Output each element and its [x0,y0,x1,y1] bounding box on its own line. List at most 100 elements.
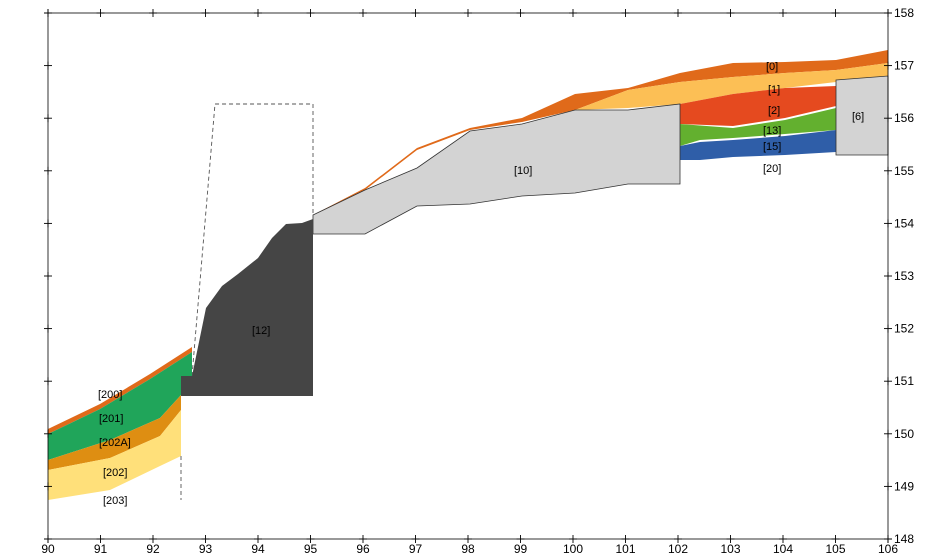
x-tick-label: 97 [409,542,423,556]
layer-12-fill [181,219,313,396]
tick-cross [884,377,892,386]
tick-cross [621,9,630,17]
layer-label-15: [15] [763,141,781,153]
tick-cross [359,535,367,543]
y-tick-label: 151 [894,374,914,388]
tick-cross [44,61,52,70]
x-tick-label: 90 [41,542,55,556]
layer-label-1: [1] [768,84,780,96]
tick-cross [884,166,892,175]
layer-label-200: [200] [98,389,122,401]
x-tick-label: 95 [304,542,318,556]
tick-cross [44,272,52,280]
x-tick-label: 94 [251,542,265,556]
x-tick-label: 104 [773,542,793,556]
y-axis: 148 149 150 151 152 153 154 155 156 157 158 [894,6,914,546]
tick-cross [884,9,892,17]
tick-cross [44,324,52,333]
x-tick-label: 103 [720,542,740,556]
x-tick-label: 96 [356,542,370,556]
x-tick-label: 92 [146,542,160,556]
x-tick-label: 106 [878,542,898,556]
y-tick-label: 148 [894,532,914,546]
tick-cross [884,219,892,228]
layer-label-202A: [202A] [99,437,131,449]
y-tick-label: 158 [894,6,914,20]
layer-label-13: [13] [763,125,781,137]
tick-cross [779,535,787,543]
tick-cross [674,535,682,543]
tick-cross [516,9,525,17]
y-tick-label: 150 [894,427,914,441]
tick-cross [44,9,52,17]
x-tick-label: 105 [825,542,845,556]
tick-cross [96,9,105,17]
layer-0-fill [313,50,888,215]
layer-10-fill [312,103,681,235]
layer-13-fill [680,108,836,146]
tick-cross [726,9,735,17]
tick-cross [149,9,157,17]
layer-label-12: [12] [252,325,270,337]
tick-cross [884,61,892,70]
layer-label-201: [201] [99,413,123,425]
layers-group [48,50,889,500]
tick-cross [884,324,892,333]
tick-cross [44,377,52,386]
tick-cross [884,114,892,123]
tick-cross [411,9,420,17]
tick-cross [726,535,735,543]
layer-12-trench-outline [191,103,314,377]
layer-202A-fill [48,395,181,470]
tick-cross [516,535,525,543]
tick-cross [569,535,577,543]
y-tick-label: 149 [894,479,914,493]
layer-label-6: [6] [852,111,864,123]
y-tick-label: 153 [894,269,914,283]
tick-cross [44,114,52,123]
tick-cross [464,9,472,17]
tick-cross [306,9,315,17]
tick-cross [44,219,52,228]
tick-cross [884,429,892,438]
y-tick-label: 156 [894,111,914,125]
layer-label-202: [202] [103,467,127,479]
tick-cross [831,9,840,17]
x-tick-label: 93 [199,542,213,556]
y-tick-label: 152 [894,322,914,336]
layer-2-fill [680,86,836,126]
tick-cross [779,9,787,17]
x-tick-label: 101 [615,542,635,556]
tick-cross [884,272,892,280]
tick-cross [201,9,210,17]
y-tick-label: 154 [894,216,914,230]
y-tick-label: 155 [894,164,914,178]
x-tick-label: 100 [563,542,583,556]
tick-cross [306,535,315,543]
tick-cross [44,482,52,491]
layer-200-fill [48,347,192,434]
tick-cross [674,9,682,17]
tick-cross [96,535,105,543]
tick-cross [884,482,892,491]
x-tick-label: 99 [514,542,528,556]
x-tick-label: 102 [668,542,688,556]
tick-cross [464,535,472,543]
layer-label-0: [0] [766,61,778,73]
tick-cross [44,166,52,175]
tick-cross [254,9,262,17]
x-axis: 90 91 92 93 94 95 96 97 98 99 100 101 102 103 104 105 10… [41,542,898,556]
layer-201-fill [48,352,192,460]
tick-cross [201,535,210,543]
layer-label-20: [20] [763,163,781,175]
layer-15-fill [680,130,836,160]
tick-cross [254,535,262,543]
x-tick-label: 98 [461,542,475,556]
tick-cross [44,535,52,543]
tick-cross [44,429,52,438]
tick-cross [149,535,157,543]
layer-labels: [0] [1] [2] [13] [15] [20] [6] [10] [12]… [98,61,864,507]
layer-label-2: [2] [768,105,780,117]
x-tick-label: 91 [94,542,108,556]
